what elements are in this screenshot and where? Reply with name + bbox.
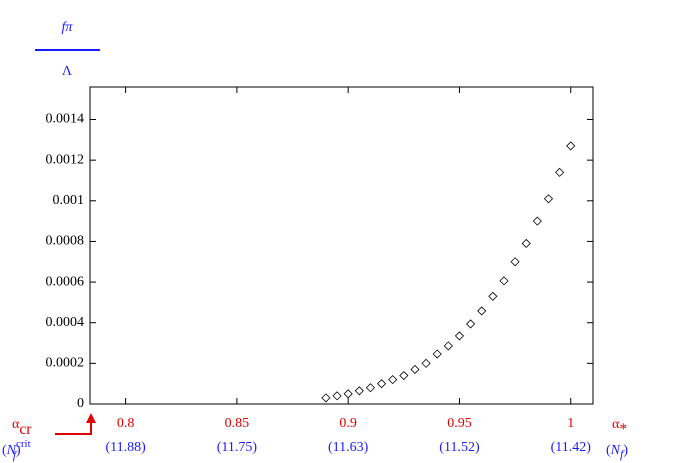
- alpha-cr-symbol: α: [12, 417, 20, 432]
- data-point: [510, 257, 520, 267]
- data-point: [421, 358, 431, 368]
- data-point: [365, 383, 375, 393]
- y-tick-label: 0.001: [53, 193, 85, 208]
- data-point: [432, 349, 442, 359]
- secondary-x-tick-label: (11.63): [328, 440, 369, 455]
- data-point: [454, 331, 465, 341]
- x-tick-label: 0.9: [339, 416, 357, 431]
- data-point: [466, 319, 476, 329]
- data-point: [488, 291, 498, 301]
- plot-frame: [89, 86, 594, 405]
- data-point: [388, 375, 398, 385]
- arrow: [55, 420, 92, 435]
- arrow-head: [86, 413, 96, 423]
- x-tick-label: 0.85: [225, 416, 250, 431]
- alpha-star-symbol: α: [612, 417, 620, 432]
- data-point: [321, 393, 331, 403]
- nf-crit: (Ncrit f): [2, 438, 31, 462]
- nf-crit-superscript: crit: [16, 438, 31, 450]
- x-tick-label: 0.8: [117, 416, 135, 431]
- data-point: [399, 370, 409, 381]
- y-tick-label: 0.0006: [46, 274, 85, 289]
- x-tick-label: 1: [567, 416, 574, 431]
- nf-prefix: (: [606, 443, 611, 458]
- alpha-cr: αcr: [12, 417, 32, 438]
- nf-crit-symbol: N: [6, 443, 17, 458]
- y-tick-label: 0.0014: [46, 112, 85, 127]
- y-tick-label: 0.0004: [46, 315, 85, 330]
- nf-suffix: ): [623, 443, 628, 458]
- data-point: [410, 364, 420, 375]
- data-point: [376, 379, 387, 389]
- data-point: [332, 391, 342, 401]
- data-point: [566, 141, 576, 151]
- y-tick-label: 0: [77, 396, 84, 411]
- secondary-x-tick-label: (11.75): [217, 440, 258, 455]
- y-label-numerator: fπ: [62, 20, 74, 35]
- nf-symbol: N: [610, 443, 621, 458]
- nf-crit-subscript: f: [13, 448, 18, 462]
- data-point: [543, 194, 554, 204]
- data-point: [354, 386, 364, 396]
- data-point: [555, 167, 565, 177]
- y-tick-label: 0.0012: [46, 152, 85, 167]
- data-point: [499, 276, 509, 286]
- nf-crit-suffix: ): [16, 443, 21, 458]
- secondary-x-tick-label: (11.42): [551, 440, 592, 455]
- secondary-x-tick-label: (11.88): [105, 440, 146, 455]
- nf-subscript: f: [620, 447, 625, 461]
- data-point: [521, 238, 531, 249]
- alpha-star-subscript: *: [619, 421, 627, 438]
- alpha-star: α*: [612, 417, 627, 438]
- x-tick-label: 0.95: [447, 416, 472, 431]
- alpha-cr-subscript: cr: [19, 421, 32, 438]
- y-tick-label: 0.0008: [46, 234, 85, 249]
- data-point: [443, 341, 453, 351]
- data-point: [343, 389, 353, 399]
- secondary-x-tick-label: (11.52): [439, 440, 480, 455]
- data-point: [532, 216, 542, 226]
- y-tick-label: 0.0002: [46, 356, 85, 371]
- nf-crit-prefix: (: [2, 443, 7, 458]
- nf: (Nf): [606, 443, 628, 461]
- data-point: [477, 306, 487, 316]
- y-label-denominator: Λ: [62, 64, 73, 79]
